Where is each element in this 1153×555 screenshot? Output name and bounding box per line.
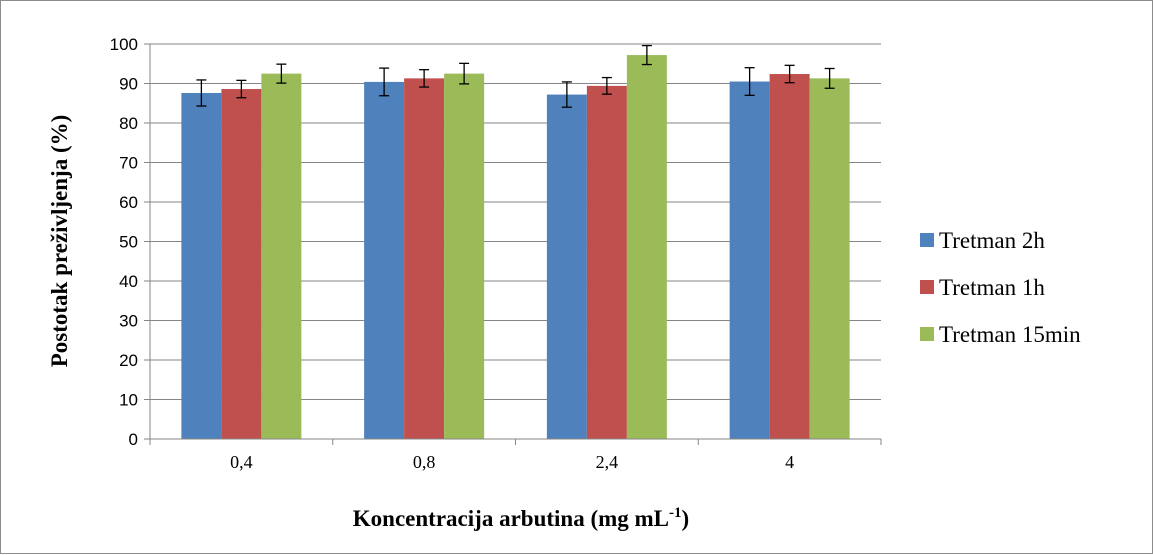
bar [546,94,587,439]
y-tick-label: 60 [119,193,138,212]
bar [586,85,627,440]
legend-swatch [920,327,934,341]
bar [181,92,222,439]
y-tick-labels: 0 10 20 30 40 50 60 70 80 90 100 [110,35,138,449]
bar [729,81,770,440]
y-tick-label: 70 [119,154,138,173]
y-tick-label: 0 [129,430,138,449]
bar [626,55,667,440]
legend-swatch [920,233,934,247]
bar [221,89,262,439]
y-tick-label: 80 [119,114,138,133]
y-tick-label: 100 [110,35,138,54]
bar [444,73,485,439]
x-axis-title-superscript: -1 [669,505,682,521]
x-category-label: 0,8 [413,452,436,472]
x-axis-title-suffix: ) [682,506,690,531]
y-tick-label: 50 [119,233,138,252]
legend-label: Tretman 15min [939,322,1081,347]
x-category-label: 0,4 [230,452,253,472]
bar [769,74,810,440]
x-axis-title-main: Koncentracija arbutina (mg mL [353,506,669,531]
x-axis-title: Koncentracija arbutina (mg mL-1) [353,505,689,531]
bar [261,73,302,439]
x-category-label: 2,4 [596,452,619,472]
bars [181,44,850,440]
y-tick-label: 40 [119,272,138,291]
axes [144,43,882,445]
y-tick-label: 10 [119,391,138,410]
x-category-label: 4 [785,452,794,472]
bar [404,78,445,440]
y-tick-label: 20 [119,351,138,370]
x-category-labels: 0,4 0,8 2,4 4 [230,452,794,472]
bar [364,81,405,440]
bar [809,78,850,440]
y-tick-label: 90 [119,75,138,94]
legend: Tretman 2h Tretman 1h Tretman 15min [920,228,1081,347]
y-tick-label: 30 [119,312,138,331]
y-axis-title: Postotak preživljenja (%) [47,115,72,368]
legend-swatch [920,280,934,294]
legend-label: Tretman 2h [939,228,1045,253]
legend-label: Tretman 1h [939,275,1045,300]
